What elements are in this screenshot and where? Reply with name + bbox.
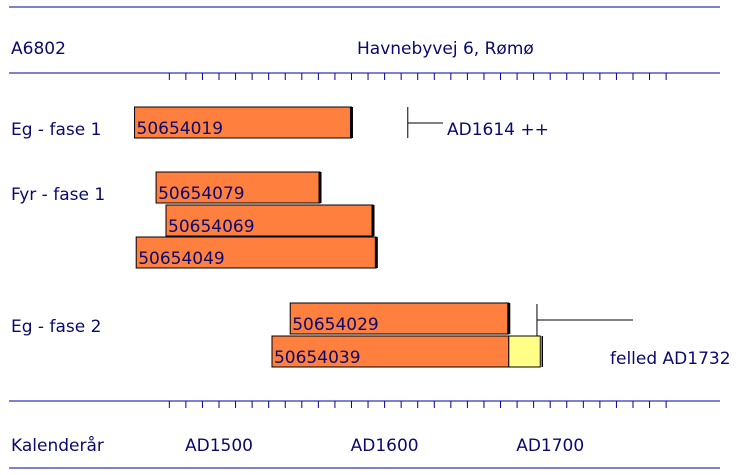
- x-tick-labels: AD1500 AD1600 AD1700: [185, 436, 584, 456]
- group-label: Fyr - fase 1: [11, 185, 105, 205]
- sample-label: 50654049: [138, 249, 225, 269]
- upper-axis-ticks: [168, 73, 667, 80]
- bar-groups: Eg - fase 1 50654019 AD1614 ++ Fyr - fase 1…: [11, 106, 731, 369]
- sample-label: 50654029: [292, 315, 379, 335]
- axis-label: Kalenderår: [11, 435, 104, 456]
- bar-group: Eg - fase 2 50654029 50654039 felled AD1732: [11, 302, 731, 369]
- sample-bar: [289, 302, 510, 335]
- bar-group: Fyr - fase 1 50654079 50654069 50654049: [11, 171, 378, 269]
- sample-bar: [165, 204, 374, 237]
- x-tick-label: AD1700: [516, 436, 584, 456]
- site-title: Havnebyvej 6, Rømø: [357, 39, 534, 59]
- sample-label: 50654019: [137, 119, 224, 139]
- date-label: AD1614 ++: [447, 120, 549, 140]
- sample-id: A6802: [11, 39, 66, 59]
- lower-axis-ticks: [168, 401, 667, 408]
- sample-bar: [134, 106, 352, 139]
- sample-label: 50654079: [158, 184, 245, 204]
- bar-group: Eg - fase 1 50654019 AD1614 ++: [11, 106, 549, 140]
- group-label: Eg - fase 1: [11, 120, 101, 140]
- x-tick-label: AD1600: [351, 436, 419, 456]
- sample-label: 50654039: [274, 348, 361, 368]
- date-label: felled AD1732: [610, 349, 731, 369]
- sample-label: 50654069: [168, 217, 255, 237]
- sapwood-bar: [508, 335, 541, 368]
- x-tick-label: AD1500: [185, 436, 253, 456]
- group-label: Eg - fase 2: [11, 317, 101, 337]
